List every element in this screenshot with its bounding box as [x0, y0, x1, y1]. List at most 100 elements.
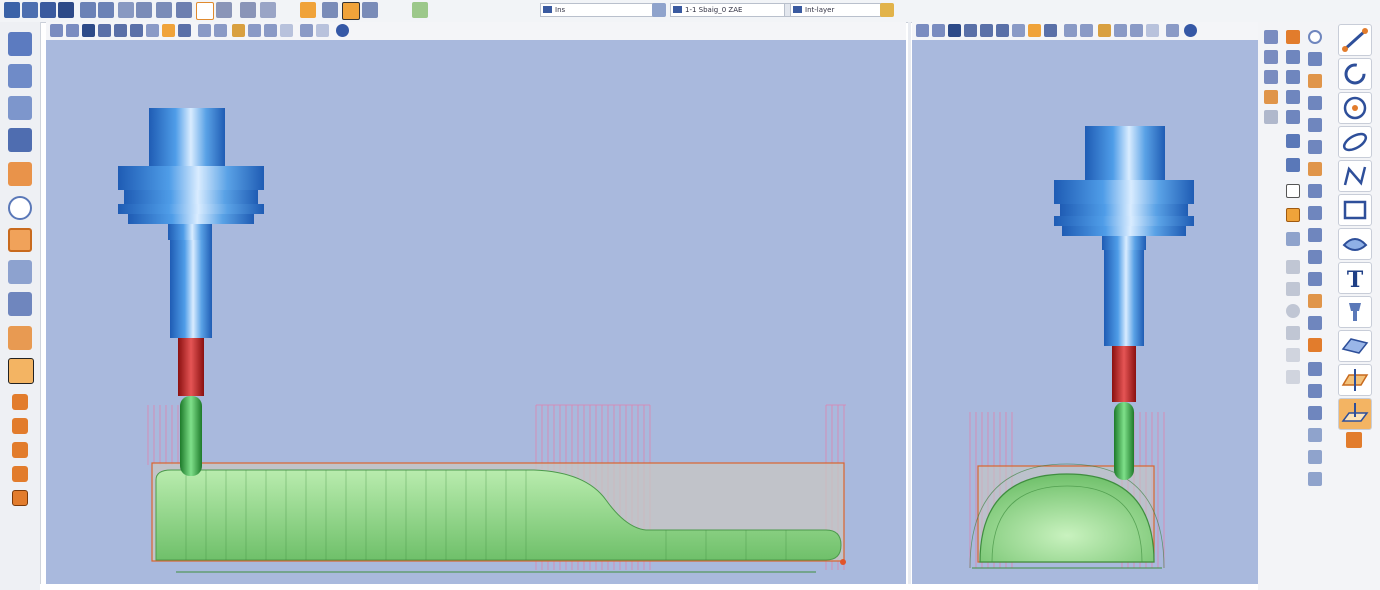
layer-combo[interactable]: Ins [540, 3, 664, 17]
active-constraint-icon[interactable] [1286, 208, 1300, 222]
shaded-icon[interactable] [1028, 24, 1041, 37]
view-left-icon[interactable] [980, 24, 993, 37]
curve-d-icon[interactable] [1308, 338, 1322, 352]
divide-icon[interactable] [1308, 162, 1322, 176]
scale-icon[interactable] [1264, 70, 1278, 84]
zoom-window-icon[interactable] [1080, 24, 1093, 37]
palette-icon[interactable] [880, 3, 894, 17]
select-icon[interactable] [280, 24, 293, 37]
side-view[interactable] [912, 40, 1258, 584]
surface-icon[interactable] [1338, 330, 1372, 362]
transform-icon[interactable] [1264, 30, 1278, 44]
zoom-window-icon[interactable] [214, 24, 227, 37]
trim-icon[interactable] [1286, 110, 1300, 124]
highlight-icon[interactable] [300, 2, 316, 18]
loop-icon[interactable] [8, 64, 32, 88]
zoom-icon[interactable] [1064, 24, 1077, 37]
circle-icon[interactable] [1338, 92, 1372, 124]
curve-b-icon[interactable] [1308, 294, 1322, 308]
drill-tool-icon[interactable] [1338, 296, 1372, 328]
shaded-icon[interactable] [162, 24, 175, 37]
tool-d-icon[interactable] [12, 466, 28, 482]
dim-e-icon[interactable] [1308, 450, 1322, 464]
cut-icon[interactable] [80, 2, 96, 18]
fit-icon[interactable] [260, 2, 276, 18]
help-icon[interactable] [336, 24, 349, 37]
pocket-icon[interactable] [1338, 228, 1372, 260]
view-front-icon[interactable] [50, 24, 63, 37]
view-top-icon[interactable] [82, 24, 95, 37]
copy-move-icon[interactable] [1286, 50, 1300, 64]
copy-icon[interactable] [98, 2, 114, 18]
select-icon[interactable] [1146, 24, 1159, 37]
grid-icon[interactable] [1166, 24, 1179, 37]
join-icon[interactable] [1308, 140, 1322, 154]
view-back-icon[interactable] [932, 24, 945, 37]
tool-c-icon[interactable] [12, 442, 28, 458]
arrow-left-icon[interactable] [322, 2, 338, 18]
view-divider[interactable] [908, 22, 911, 590]
corner-icon[interactable] [1286, 184, 1300, 198]
view-right-icon[interactable] [996, 24, 1009, 37]
view-top-icon[interactable] [948, 24, 961, 37]
grid-icon[interactable] [300, 24, 313, 37]
rotate-obj-icon[interactable] [1286, 70, 1300, 84]
chain-icon[interactable] [8, 96, 32, 120]
tangent-icon[interactable] [1308, 206, 1322, 220]
rotate-view-icon[interactable] [240, 2, 256, 18]
pan-icon[interactable] [232, 24, 245, 37]
paste-icon[interactable] [118, 2, 134, 18]
document-icon[interactable] [8, 260, 32, 284]
dim-a-icon[interactable] [1308, 362, 1322, 376]
break-icon[interactable] [1308, 118, 1322, 132]
fillet-icon[interactable] [1308, 74, 1322, 88]
curve-a-icon[interactable] [1308, 272, 1322, 286]
material-combo[interactable]: Int-layer [790, 3, 892, 17]
view-front-icon[interactable] [916, 24, 929, 37]
view-iso-icon[interactable] [1012, 24, 1025, 37]
perpendicular-icon[interactable] [1308, 228, 1322, 242]
rect-select-icon[interactable] [1308, 250, 1322, 264]
probe-icon[interactable] [8, 358, 34, 384]
rotate-view-icon[interactable] [248, 24, 261, 37]
work-plane-combo[interactable]: 1-1 Sbaig_0 ZAE [670, 3, 796, 17]
view-icon[interactable] [216, 2, 232, 18]
plane-icon[interactable] [1338, 364, 1372, 396]
dim-f-icon[interactable] [1308, 472, 1322, 486]
redo-icon[interactable] [156, 2, 172, 18]
tool-icon[interactable] [1346, 432, 1362, 448]
frame-icon[interactable] [8, 228, 32, 252]
polyline-icon[interactable] [1308, 52, 1322, 66]
zoom-icon[interactable] [198, 24, 211, 37]
spin-icon[interactable] [264, 24, 277, 37]
curve-c-icon[interactable] [1308, 316, 1322, 330]
view-left-icon[interactable] [114, 24, 127, 37]
dash-tool-icon[interactable] [1286, 282, 1300, 296]
cut-icon[interactable] [8, 162, 32, 186]
chamfer-icon[interactable] [1308, 96, 1322, 110]
array-icon[interactable] [1264, 110, 1278, 124]
view-right-icon[interactable] [130, 24, 143, 37]
mirror-icon[interactable] [1264, 50, 1278, 64]
view-bottom-icon[interactable] [964, 24, 977, 37]
zoom-icon[interactable] [176, 2, 192, 18]
project-icon[interactable] [1286, 134, 1300, 148]
wireframe-icon[interactable] [178, 24, 191, 37]
chevron-down-icon[interactable] [784, 4, 795, 16]
cross-icon[interactable] [1308, 184, 1322, 198]
line-icon[interactable] [1338, 24, 1372, 56]
chain-select-icon[interactable] [1286, 232, 1300, 246]
snap-icon[interactable] [316, 24, 329, 37]
shade-icon[interactable] [196, 2, 214, 20]
wireframe-icon[interactable] [1044, 24, 1057, 37]
delete-tool-icon[interactable] [1286, 326, 1300, 340]
front-view[interactable] [46, 40, 906, 584]
hatch-icon[interactable] [1286, 348, 1300, 362]
ellipse-icon[interactable] [1338, 126, 1372, 158]
dim-b-icon[interactable] [1308, 384, 1322, 398]
tool-a-icon[interactable] [12, 394, 28, 410]
wrap-icon[interactable] [1286, 158, 1300, 172]
offset-icon[interactable] [1264, 90, 1278, 104]
pan-icon[interactable] [1098, 24, 1111, 37]
layer-settings-icon[interactable] [652, 3, 666, 17]
